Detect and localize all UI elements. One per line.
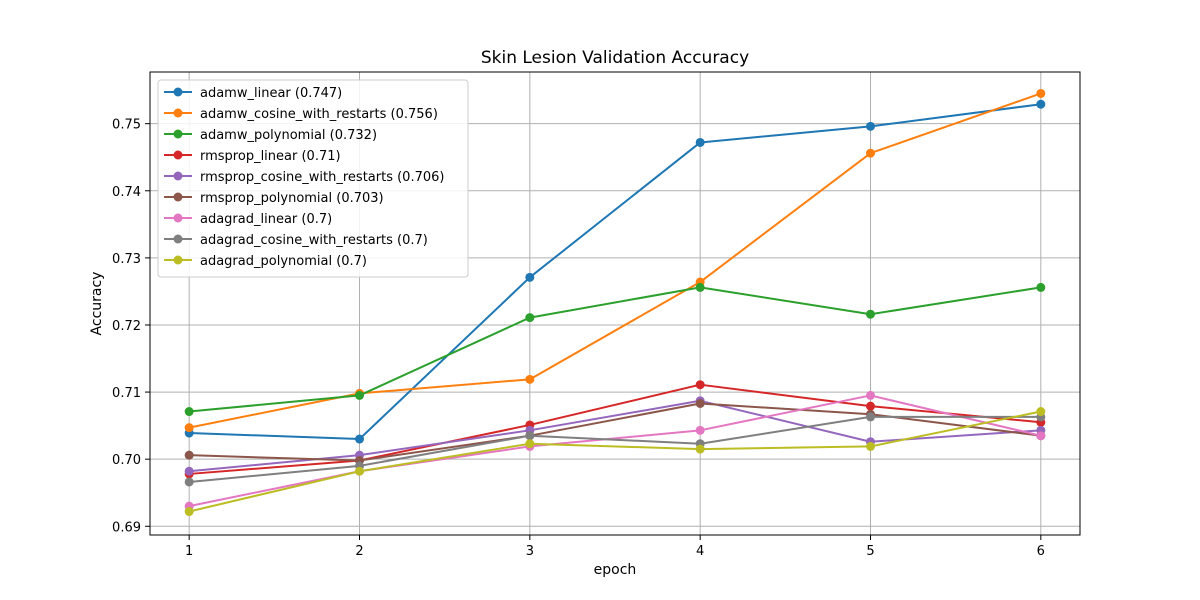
legend-swatch-marker <box>173 87 183 97</box>
y-tick-label: 0.70 <box>112 453 141 468</box>
legend-label: rmsprop_cosine_with_restarts (0.706) <box>200 170 444 185</box>
data-point <box>1036 282 1046 292</box>
data-point <box>184 423 194 433</box>
legend-item: rmsprop_polynomial (0.703) <box>164 191 384 206</box>
y-tick-label: 0.69 <box>112 520 141 535</box>
legend-item: adagrad_polynomial (0.7) <box>164 254 367 269</box>
plot-frame <box>149 71 1081 536</box>
y-tick-label: 0.71 <box>112 386 141 401</box>
x-tick-label: 2 <box>355 544 363 559</box>
x-tick-label: 4 <box>696 544 704 559</box>
series-line <box>188 410 1042 513</box>
series-9 <box>184 407 1046 517</box>
legend-label: adamw_polynomial (0.732) <box>200 128 377 143</box>
series-line <box>189 402 1041 462</box>
data-point <box>695 444 705 454</box>
legend-item: adamw_cosine_with_restarts (0.756) <box>164 107 438 122</box>
series-line <box>189 383 1041 475</box>
data-point <box>865 401 875 411</box>
data-point <box>865 441 875 451</box>
x-axis-title: epoch <box>594 562 637 578</box>
data-point <box>184 466 194 476</box>
legend-box <box>157 79 469 278</box>
series-3 <box>184 282 1046 417</box>
legend-swatch-marker <box>173 192 183 202</box>
legend-swatch-marker <box>173 255 183 265</box>
series-line <box>189 399 1041 473</box>
y-axis-title: Accuracy <box>89 272 105 336</box>
data-point <box>525 439 535 449</box>
legend-label: rmsprop_linear (0.71) <box>200 149 341 164</box>
data-point <box>355 390 365 400</box>
legend-swatch-marker <box>173 234 183 244</box>
data-point <box>184 450 194 460</box>
data-point <box>184 477 194 487</box>
data-point <box>695 282 705 292</box>
data-point <box>525 374 535 384</box>
y-tick-label: 0.73 <box>112 252 141 267</box>
legend-item: adamw_linear (0.747) <box>164 86 342 101</box>
legend-item: adagrad_cosine_with_restarts (0.7) <box>164 233 428 248</box>
legend-swatch-marker <box>173 150 183 160</box>
legend-item: rmsprop_cosine_with_restarts (0.706) <box>164 170 444 185</box>
data-point <box>184 507 194 517</box>
y-tick-label: 0.74 <box>112 185 141 200</box>
data-point <box>865 121 875 131</box>
series-line <box>189 103 1041 441</box>
data-point <box>184 407 194 417</box>
legend: adamw_linear (0.747) adamw_cosine_with_re… <box>157 79 469 278</box>
data-point <box>1036 407 1046 417</box>
legend-label: rmsprop_polynomial (0.703) <box>200 191 384 206</box>
x-tick-label: 5 <box>866 544 874 559</box>
data-point <box>525 431 535 441</box>
series-7 <box>184 390 1046 511</box>
legend-label: adagrad_polynomial (0.7) <box>200 254 367 269</box>
x-tick-label: 3 <box>526 544 534 559</box>
data-point <box>695 425 705 435</box>
data-point <box>1036 88 1046 98</box>
legend-swatch-marker <box>173 171 183 181</box>
data-point <box>1036 99 1046 109</box>
data-point <box>355 466 365 476</box>
legend-swatch-marker <box>173 129 183 139</box>
data-point <box>695 137 705 147</box>
series-8 <box>184 412 1046 487</box>
legend-swatch-marker <box>173 108 183 118</box>
data-point <box>525 313 535 323</box>
legend-label: adagrad_linear (0.7) <box>200 212 332 227</box>
series-line <box>189 286 1041 413</box>
legend-label: adamw_linear (0.747) <box>200 86 342 101</box>
series-lines <box>184 88 1046 517</box>
ticks: 1 2 3 4 5 6 0.69 0.70 0.71 0.72 0.73 0.74 0.75 <box>112 118 1045 559</box>
legend-swatch-marker <box>173 213 183 223</box>
series-line <box>188 394 1042 508</box>
data-point <box>865 390 875 400</box>
y-tick-label: 0.72 <box>112 319 141 334</box>
series-1 <box>184 99 1046 444</box>
legend-item: rmsprop_linear (0.71) <box>164 149 341 164</box>
y-tick-label: 0.75 <box>112 118 141 133</box>
data-point <box>695 380 705 390</box>
series-4 <box>184 380 1046 479</box>
series-line <box>188 92 1042 429</box>
chart-title: Skin Lesion Validation Accuracy <box>481 48 749 68</box>
series-line <box>189 415 1041 483</box>
legend-item: adagrad_linear (0.7) <box>164 212 332 227</box>
data-point <box>865 148 875 158</box>
data-point <box>865 412 875 422</box>
data-point <box>865 309 875 319</box>
legend-label: adagrad_cosine_with_restarts (0.7) <box>200 233 428 248</box>
x-tick-label: 6 <box>1037 544 1045 559</box>
x-tick-label: 1 <box>185 544 193 559</box>
legend-item: adamw_polynomial (0.732) <box>164 128 377 143</box>
series-2 <box>184 88 1046 433</box>
data-point <box>355 434 365 444</box>
data-point <box>695 398 705 408</box>
series-6 <box>184 398 1046 466</box>
legend-label: adamw_cosine_with_restarts (0.756) <box>200 107 438 122</box>
data-point <box>1036 431 1046 441</box>
data-point <box>525 272 535 282</box>
